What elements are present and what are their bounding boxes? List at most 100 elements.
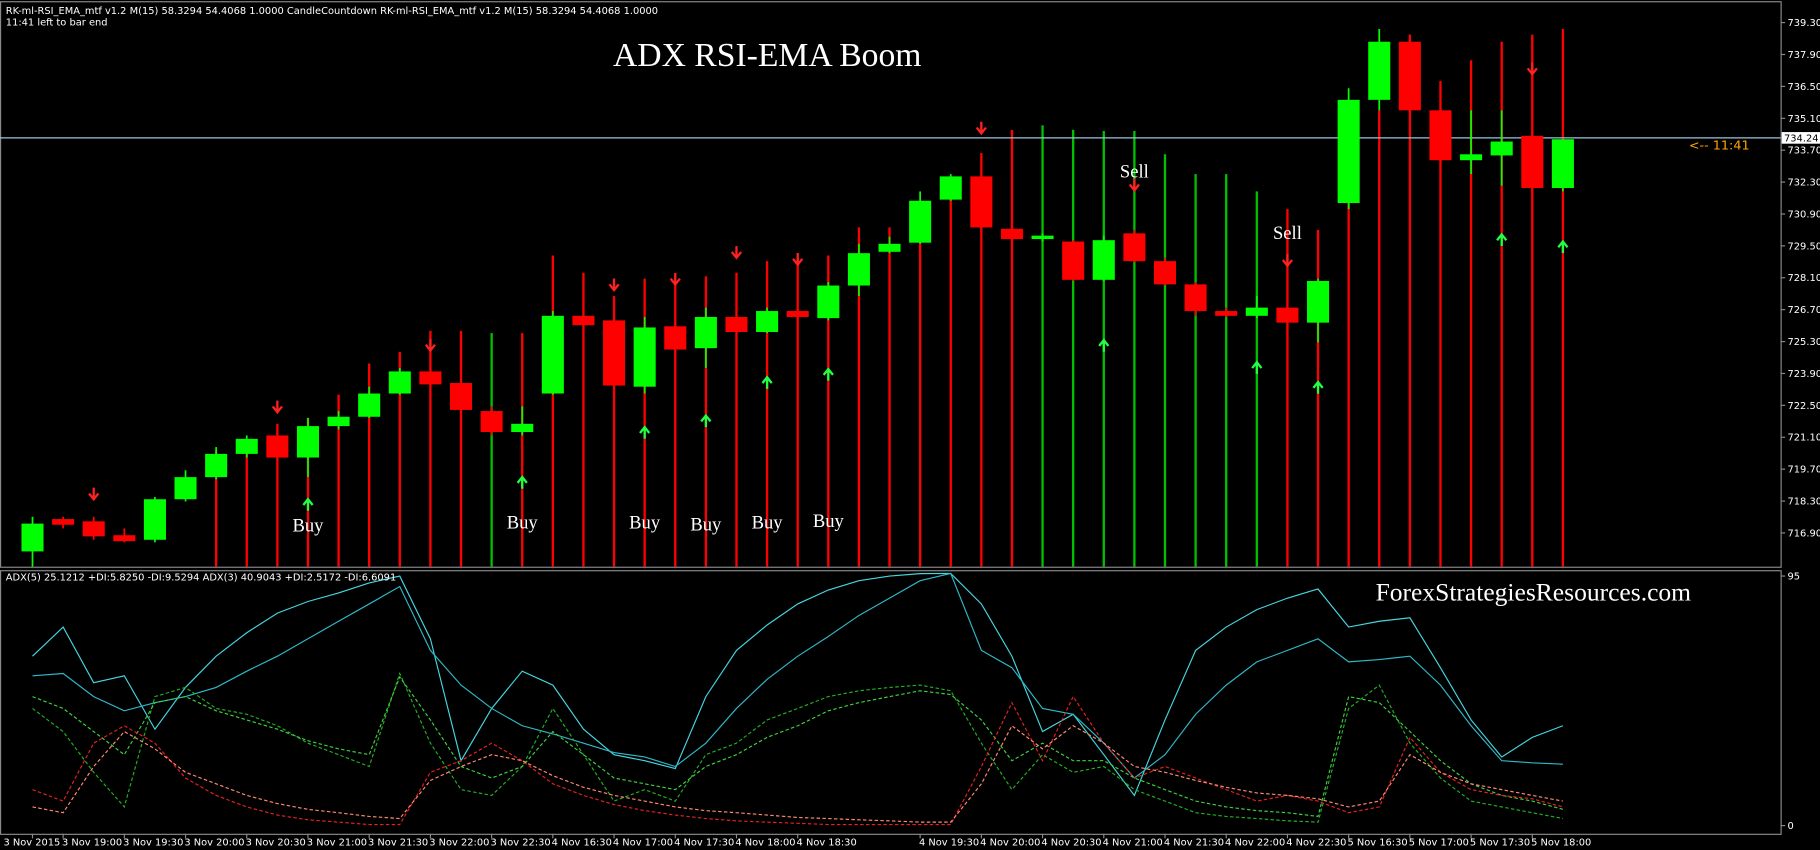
x-tick-label: 3 Nov 19:00 bbox=[62, 837, 122, 848]
x-tick-label: 5 Nov 16:30 bbox=[1347, 837, 1407, 848]
candle-body bbox=[1062, 241, 1085, 280]
y-tick-label: 719.70 bbox=[1788, 465, 1820, 476]
signal-annotation: Buy bbox=[292, 516, 324, 537]
y-tick-label: 730.90 bbox=[1788, 209, 1820, 220]
buy-arrow bbox=[1557, 239, 1569, 254]
indicator-line bbox=[32, 724, 1564, 823]
candle-body bbox=[786, 311, 809, 317]
sell-arrow bbox=[424, 338, 436, 353]
candle-body bbox=[1276, 307, 1299, 323]
sell-arrow bbox=[792, 252, 804, 267]
x-tick-label: 4 Nov 16:30 bbox=[552, 837, 612, 848]
x-tick-label: 3 Nov 21:00 bbox=[307, 837, 367, 848]
candle-body bbox=[388, 371, 411, 394]
buy-arrow bbox=[822, 367, 834, 381]
x-tick-label: 3 Nov 2015 bbox=[3, 837, 60, 848]
x-tick-label: 4 Nov 20:00 bbox=[980, 837, 1040, 848]
candle-body bbox=[82, 521, 105, 537]
candle-body bbox=[1245, 307, 1268, 316]
candle-body bbox=[1460, 154, 1483, 161]
buy-arrow bbox=[1312, 380, 1324, 394]
sell-arrow bbox=[730, 246, 743, 260]
candle-body bbox=[1153, 261, 1177, 285]
candle-body bbox=[541, 315, 564, 394]
candle-body bbox=[327, 416, 350, 427]
signal-annotation: Buy bbox=[690, 515, 722, 536]
candle-body bbox=[358, 393, 381, 417]
candle-body bbox=[725, 316, 748, 332]
candle-body bbox=[1398, 41, 1421, 111]
x-tick-label: 4 Nov 20:30 bbox=[1041, 837, 1101, 848]
x-tick-label: 4 Nov 19:30 bbox=[919, 837, 979, 848]
indicator-line bbox=[32, 675, 1564, 818]
y-tick-label: 718.30 bbox=[1788, 497, 1820, 508]
buy-arrow bbox=[1098, 338, 1110, 352]
x-tick-label: 3 Nov 20:30 bbox=[246, 837, 306, 848]
candle-body bbox=[633, 327, 656, 387]
x-tick-label: 4 Nov 21:30 bbox=[1164, 837, 1224, 848]
buy-arrow bbox=[1251, 360, 1263, 374]
candle-body bbox=[909, 200, 932, 243]
x-tick-label: 4 Nov 21:00 bbox=[1103, 837, 1163, 848]
y-tick-label: 736.50 bbox=[1788, 82, 1820, 93]
x-tick-label: 5 Nov 17:30 bbox=[1470, 837, 1530, 848]
sell-arrow bbox=[1526, 62, 1538, 76]
sell-arrow bbox=[608, 278, 620, 292]
x-tick-label: 5 Nov 18:00 bbox=[1531, 837, 1591, 848]
candle-body bbox=[1337, 99, 1360, 204]
candle-body bbox=[664, 326, 687, 350]
y-tick-label: 733.70 bbox=[1788, 146, 1820, 157]
x-tick-label: 4 Nov 17:30 bbox=[674, 837, 734, 848]
candle-body bbox=[1215, 311, 1238, 316]
y-tick-label: 721.10 bbox=[1788, 433, 1820, 444]
y-tick-label: 729.50 bbox=[1788, 241, 1820, 252]
candle-body bbox=[572, 315, 595, 326]
indicator-line bbox=[32, 671, 1564, 823]
x-tick-label: 3 Nov 22:30 bbox=[490, 837, 550, 848]
sell-arrow bbox=[1281, 254, 1293, 268]
indicator-line bbox=[32, 572, 1564, 797]
candle-body bbox=[756, 311, 779, 332]
y-tick-label: 726.70 bbox=[1788, 305, 1820, 316]
x-tick-label: 5 Nov 17:00 bbox=[1409, 837, 1469, 848]
candle-body bbox=[817, 285, 840, 319]
y-tick-label: 723.90 bbox=[1788, 369, 1820, 380]
adx-header: ADX(5) 25.1212 +DI:5.8250 -DI:9.5294 ADX… bbox=[6, 573, 396, 584]
indicator-header-line: RK-ml-RSI_EMA_mtf v1.2 M(15) 58.3294 54.… bbox=[6, 6, 658, 17]
y-tick-label: 739.30 bbox=[1788, 18, 1820, 29]
countdown-header: 11:41 left to bar end bbox=[6, 18, 108, 29]
candle-body bbox=[939, 176, 962, 200]
y-tick-label: 737.90 bbox=[1788, 50, 1820, 61]
sell-arrow bbox=[88, 487, 100, 502]
candle-body bbox=[113, 535, 136, 542]
candle-body bbox=[847, 253, 870, 286]
candle-body bbox=[1521, 135, 1544, 189]
current-price-box bbox=[1781, 132, 1820, 144]
sell-arrow bbox=[271, 400, 283, 415]
candle-body bbox=[603, 320, 626, 386]
x-tick-label: 4 Nov 18:30 bbox=[797, 837, 857, 848]
y-tick-label: 725.30 bbox=[1788, 337, 1820, 348]
candle-body bbox=[235, 438, 258, 454]
candle-body bbox=[480, 411, 503, 433]
candle-body bbox=[1551, 139, 1574, 189]
buy-arrow bbox=[302, 497, 314, 511]
indicator-line bbox=[32, 695, 1564, 826]
buy-arrow bbox=[700, 413, 712, 428]
buy-arrow bbox=[1496, 232, 1508, 247]
candle-body bbox=[1000, 228, 1023, 240]
x-tick-label: 4 Nov 22:30 bbox=[1286, 837, 1346, 848]
sell-arrow bbox=[1128, 178, 1140, 193]
candle-body bbox=[21, 523, 44, 552]
candle-body bbox=[1184, 284, 1207, 312]
x-tick-label: 4 Nov 22:00 bbox=[1225, 837, 1285, 848]
buy-arrow bbox=[761, 375, 773, 389]
candle-body bbox=[174, 477, 197, 500]
signal-annotation: Sell bbox=[1273, 223, 1302, 244]
signal-annotation: Buy bbox=[752, 512, 784, 533]
sell-arrow bbox=[669, 272, 681, 287]
candle-body bbox=[449, 383, 473, 410]
buy-arrow bbox=[639, 425, 651, 439]
candle-body bbox=[52, 519, 75, 525]
